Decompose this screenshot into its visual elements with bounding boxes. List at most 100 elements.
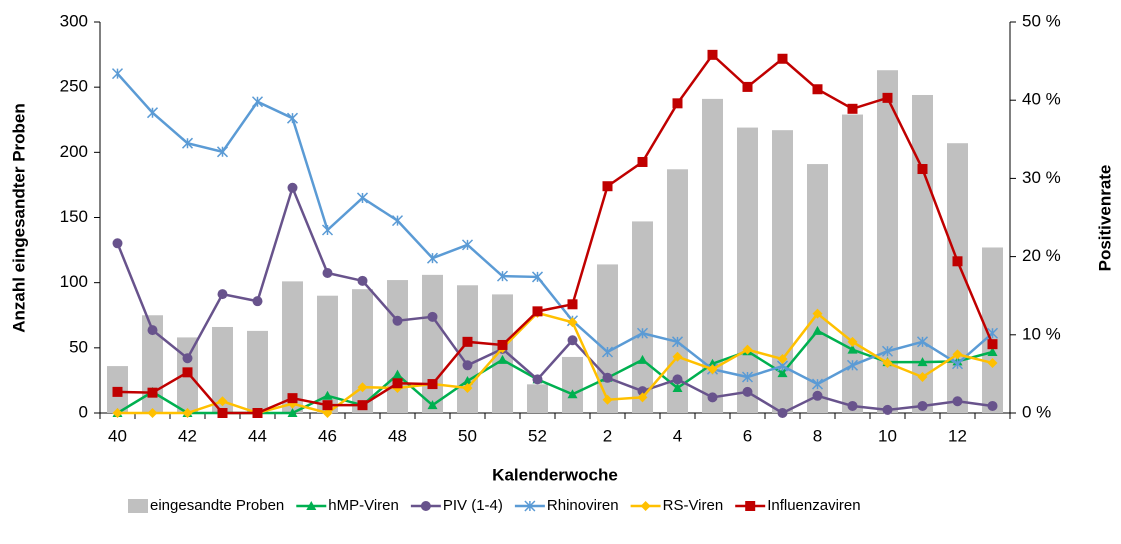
marker	[777, 53, 788, 64]
x-tick-label: 52	[528, 426, 547, 445]
bar	[947, 143, 968, 413]
marker	[846, 359, 859, 371]
marker-shape	[745, 501, 756, 511]
marker-shape	[601, 346, 614, 358]
marker-shape	[322, 408, 333, 418]
marker	[741, 371, 754, 383]
marker	[497, 339, 508, 350]
marker-shape	[357, 400, 368, 411]
bar	[282, 281, 303, 413]
marker-shape	[427, 311, 438, 322]
legend-label: Influenzaviren	[767, 497, 860, 514]
marker-shape	[637, 354, 648, 364]
marker	[321, 224, 334, 236]
marker-shape	[357, 275, 368, 286]
marker-shape	[707, 392, 718, 403]
marker-shape	[952, 256, 963, 267]
marker	[217, 396, 228, 407]
legend-label: Rhinoviren	[547, 497, 619, 514]
marker-shape	[306, 501, 317, 510]
bar	[737, 127, 758, 413]
marker-shape	[462, 360, 473, 371]
marker-shape	[461, 239, 474, 251]
marker-shape	[636, 327, 649, 339]
bar	[387, 280, 408, 413]
marker-shape	[987, 400, 998, 411]
marker	[287, 393, 298, 404]
legend-swatch	[128, 499, 148, 513]
marker-shape	[742, 344, 753, 355]
y2-tick-label: 10 %	[1022, 324, 1061, 343]
marker-shape	[147, 408, 158, 418]
marker	[112, 238, 123, 249]
marker	[637, 392, 648, 403]
line	[116, 329, 993, 415]
x-tick-label: 8	[813, 426, 822, 445]
marker-shape	[357, 382, 368, 393]
marker-shape	[112, 408, 123, 418]
marker-shape	[287, 408, 298, 417]
marker	[182, 353, 193, 364]
marker-shape	[987, 339, 998, 350]
marker	[217, 289, 228, 300]
marker	[567, 389, 578, 399]
marker-shape	[672, 351, 683, 362]
marker	[671, 336, 684, 348]
marker	[952, 396, 963, 407]
marker-shape	[427, 379, 438, 390]
marker-shape	[182, 353, 193, 364]
marker	[707, 392, 718, 403]
marker	[811, 378, 824, 390]
marker	[357, 382, 368, 393]
marker	[427, 379, 438, 390]
marker-shape	[847, 336, 858, 347]
marker-shape	[426, 252, 439, 264]
marker-shape	[602, 372, 613, 383]
marker	[306, 501, 317, 510]
marker-shape	[392, 315, 403, 326]
marker	[287, 182, 298, 193]
y-tick-label: 50	[69, 337, 88, 356]
marker	[812, 325, 823, 335]
marker-shape	[847, 400, 858, 411]
bar	[527, 384, 548, 413]
marker	[532, 306, 543, 317]
y-tick-label: 200	[60, 142, 88, 161]
marker-shape	[672, 374, 683, 385]
marker	[917, 372, 928, 383]
marker	[392, 315, 403, 326]
bar	[632, 221, 653, 413]
marker	[601, 346, 614, 358]
bar	[212, 326, 233, 413]
marker-shape	[951, 358, 964, 370]
marker	[672, 382, 683, 392]
marker-shape	[462, 336, 473, 347]
marker-shape	[462, 382, 473, 393]
marker-shape	[812, 325, 823, 335]
marker	[882, 357, 893, 368]
marker-shape	[252, 408, 263, 418]
marker	[427, 400, 438, 410]
marker	[252, 296, 263, 307]
bar	[807, 164, 828, 413]
marker	[217, 408, 228, 418]
marker	[602, 372, 613, 383]
marker	[111, 68, 124, 80]
marker	[637, 156, 648, 167]
marker-shape	[916, 336, 929, 348]
marker-shape	[112, 238, 123, 249]
marker	[882, 404, 893, 415]
marker	[251, 96, 264, 108]
marker-shape	[524, 500, 536, 512]
marker	[392, 378, 403, 389]
marker	[987, 339, 998, 350]
marker-shape	[882, 357, 893, 368]
marker	[567, 335, 578, 346]
marker	[524, 500, 536, 512]
marker-shape	[146, 107, 159, 119]
marker	[426, 252, 439, 264]
marker	[636, 327, 649, 339]
marker	[462, 336, 473, 347]
marker	[637, 354, 648, 364]
marker-shape	[637, 392, 648, 403]
